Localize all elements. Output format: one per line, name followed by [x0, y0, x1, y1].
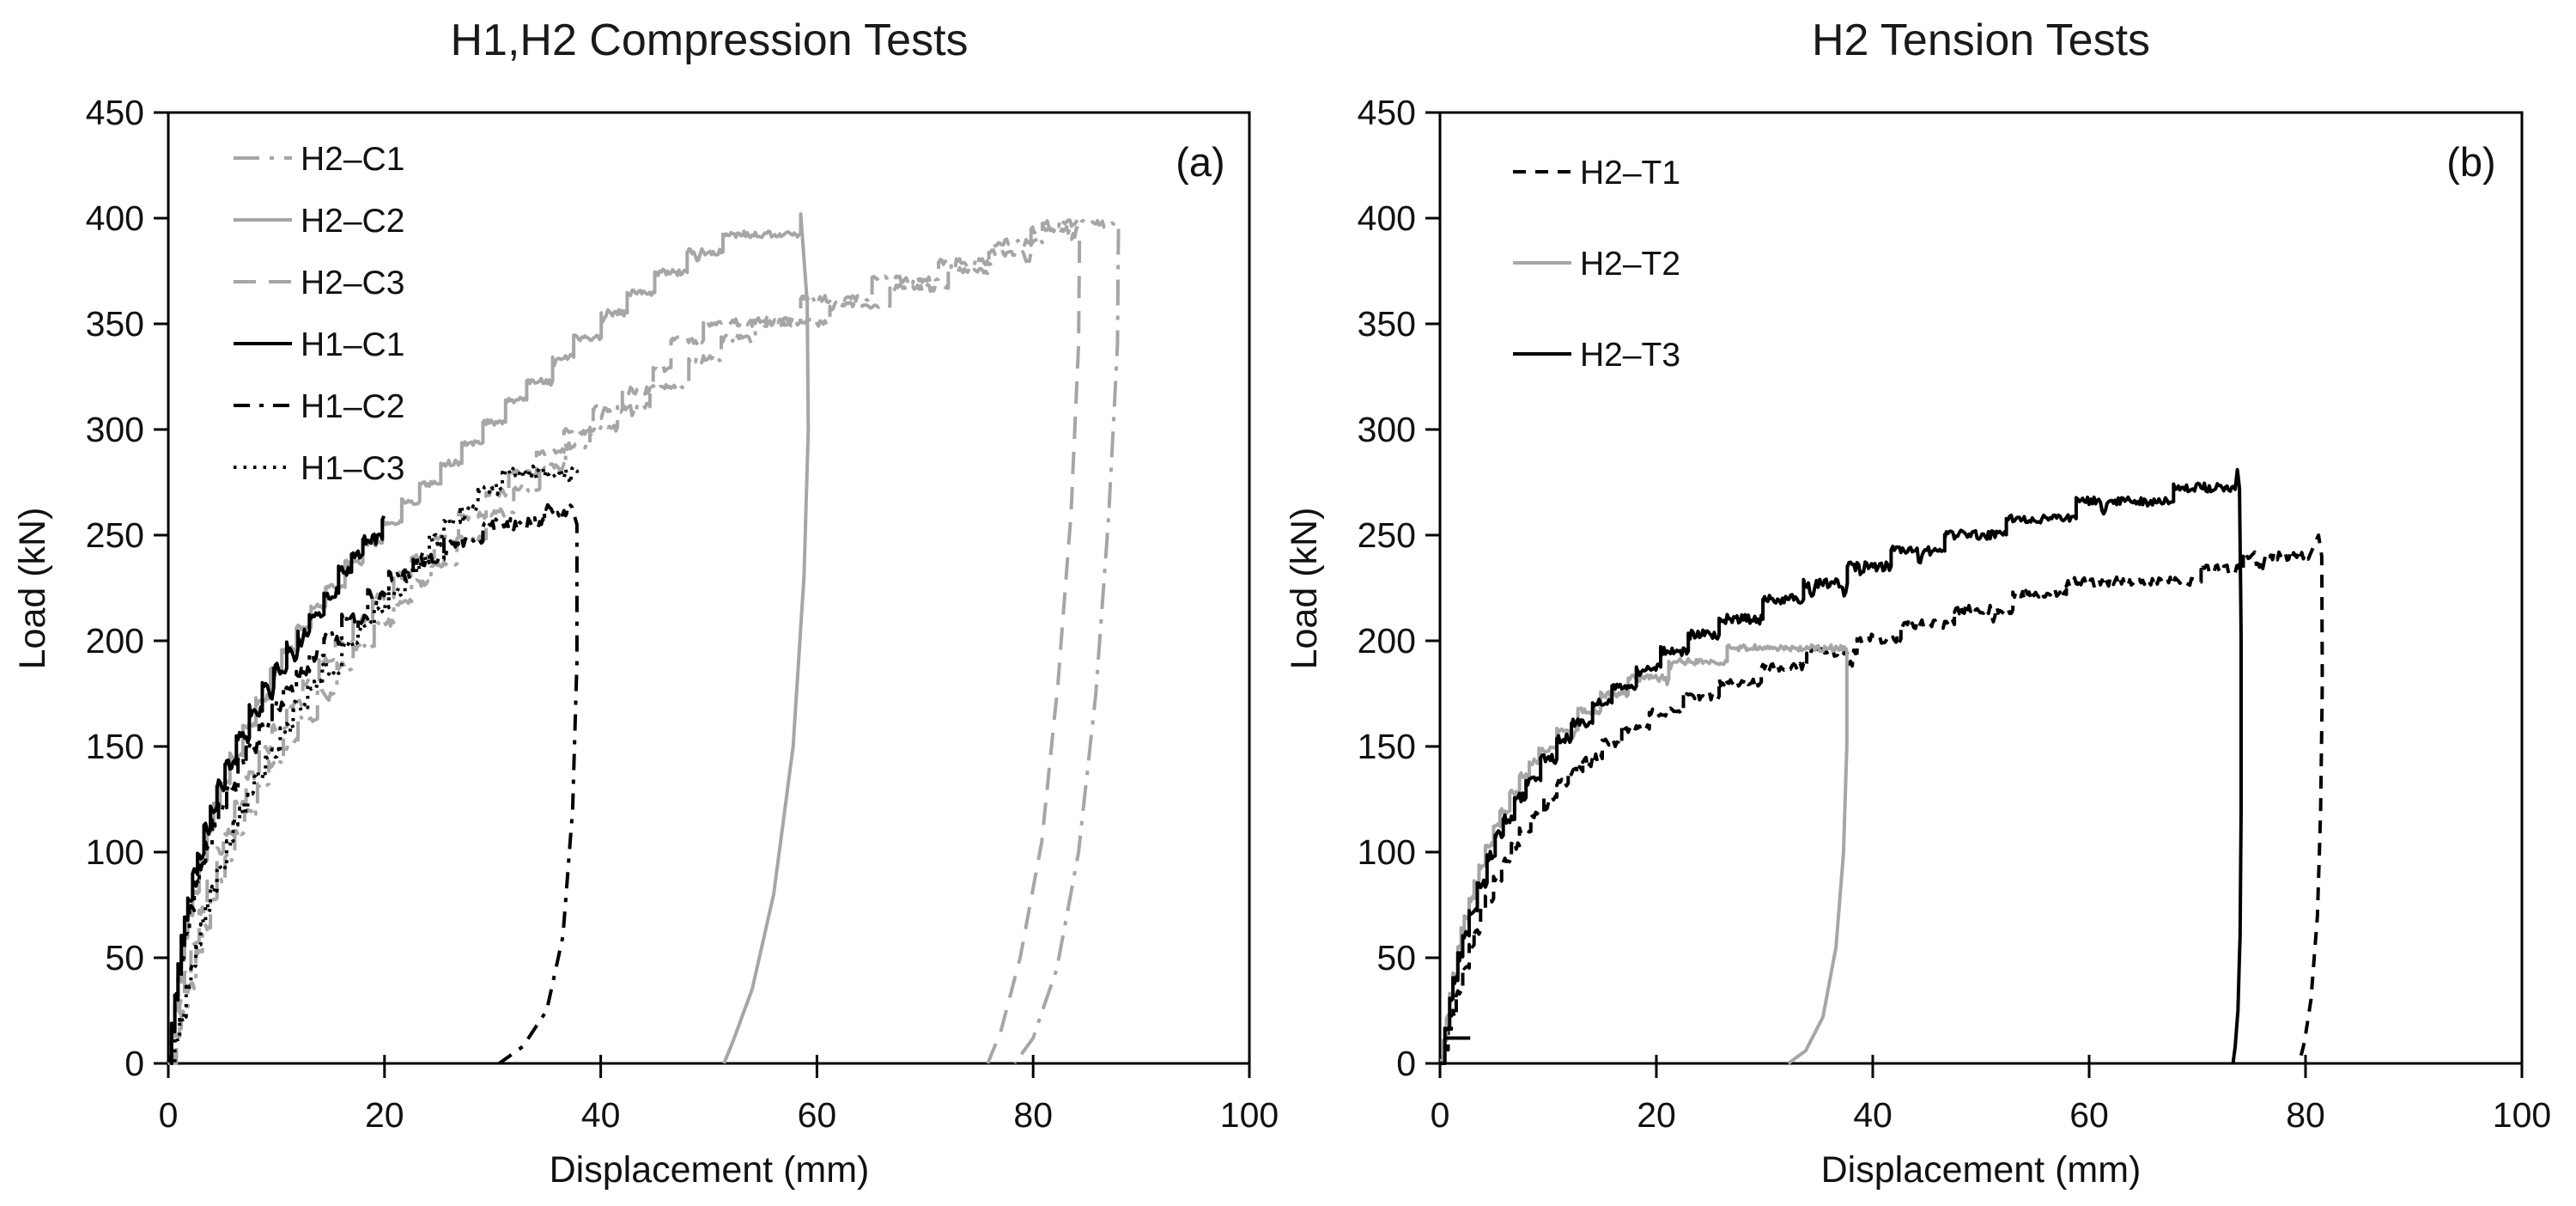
y-tick-label: 100: [86, 832, 144, 872]
tension-chart-title: H2 Tension Tests: [1812, 15, 2150, 65]
legend-item-H2–T2: H2–T2: [1513, 246, 1680, 283]
compression-chart-title: H1,H2 Compression Tests: [450, 15, 968, 65]
x-tick-label: 0: [159, 1095, 179, 1135]
x-tick-label: 20: [1637, 1095, 1676, 1135]
legend-label: H1–C1: [301, 326, 404, 363]
x-tick-label: 100: [2493, 1095, 2551, 1135]
x-tick-label: 80: [2286, 1095, 2325, 1135]
legend-label: H2–C1: [301, 141, 404, 178]
compression-plot-border: [167, 111, 1251, 1065]
series-line-H1–C2: [167, 502, 579, 1065]
y-tick-label: 0: [125, 1044, 144, 1083]
legend-label: H1–C2: [301, 388, 404, 425]
legend-item-H2–C1: H2–C1: [234, 141, 404, 178]
compression-series-lines: [167, 212, 1121, 1065]
tension-x-ticks: 0 20 40 60 80 100: [1431, 1055, 2551, 1135]
legend-item-H2–C3: H2–C3: [234, 265, 404, 302]
series-line-H2–C1: [167, 218, 1121, 1065]
tension-y-ticks: 0 50 100 150 200 250 300 350 400 450: [1358, 93, 1440, 1083]
legend-item-H2–T3: H2–T3: [1513, 337, 1680, 374]
tension-series-lines: [1438, 467, 2324, 1065]
tension-y-axis-title: Load (kN): [1284, 508, 1325, 670]
x-tick-label: 80: [1013, 1095, 1053, 1135]
y-tick-label: 450: [86, 93, 144, 132]
y-tick-label: 450: [1358, 93, 1416, 132]
series-line-H2–T2: [1439, 643, 1849, 1065]
y-tick-label: 300: [86, 410, 144, 449]
legend-item-H1–C1: H1–C1: [234, 326, 404, 363]
x-tick-label: 100: [1220, 1095, 1279, 1135]
legend-label: H2–T1: [1580, 155, 1680, 192]
tension-panel-label: (b): [2446, 139, 2495, 185]
y-tick-label: 250: [1358, 515, 1416, 555]
y-tick-label: 200: [86, 621, 144, 661]
compression-chart: H1,H2 Compression Tests (a) Displacement…: [12, 15, 1279, 1191]
y-tick-label: 0: [1396, 1044, 1416, 1083]
x-tick-label: 20: [365, 1095, 404, 1135]
y-tick-label: 350: [1358, 304, 1416, 344]
series-line-H1–C1: [167, 515, 386, 1065]
y-tick-label: 400: [86, 198, 144, 238]
legend-item-H2–C2: H2–C2: [234, 203, 404, 240]
compression-x-ticks: 0 20 40 60 80 100: [159, 1055, 1279, 1135]
y-tick-label: 350: [86, 304, 144, 344]
y-tick-label: 300: [1358, 410, 1416, 449]
series-line-H2–T3: [1439, 467, 2243, 1065]
y-tick-label: 150: [1358, 727, 1416, 766]
legend-label: H2–C3: [301, 265, 404, 302]
x-tick-label: 40: [1853, 1095, 1893, 1135]
legend-label: H1–C3: [301, 450, 404, 487]
tension-chart: H2 Tension Tests (b) Displacement (mm) L…: [1284, 15, 2551, 1191]
x-tick-label: 60: [798, 1095, 837, 1135]
y-tick-label: 250: [86, 515, 144, 555]
y-tick-label: 50: [105, 938, 144, 978]
compression-legend: H2–C1 H2–C2 H2–C3 H1–C1 H1–C2 H1–C3: [234, 141, 404, 487]
tension-x-axis-title: Displacement (mm): [1821, 1149, 2142, 1191]
series-line-H2–C3: [167, 224, 1082, 1065]
tension-plot-border: [1438, 111, 2524, 1065]
compression-y-ticks: 0 50 100 150 200 250 300 350 400 450: [86, 93, 168, 1083]
legend-label: H2–T3: [1580, 337, 1680, 374]
x-tick-label: 0: [1431, 1095, 1450, 1135]
legend-label: H2–T2: [1580, 246, 1680, 283]
compression-x-axis-title: Displacement (mm): [550, 1149, 870, 1191]
series-line-H2–T1: [1438, 533, 2324, 1065]
series-line-H1–C3: [167, 464, 580, 1065]
legend-item-H2–T1: H2–T1: [1513, 155, 1680, 192]
y-tick-label: 150: [86, 727, 144, 766]
compression-panel-label: (a): [1176, 139, 1224, 185]
x-tick-label: 40: [581, 1095, 621, 1135]
y-tick-label: 200: [1358, 621, 1416, 661]
legend-item-H1–C2: H1–C2: [234, 388, 404, 425]
tension-legend: H2–T1 H2–T2 H2–T3: [1513, 155, 1680, 374]
series-line-H2–C2: [167, 212, 811, 1065]
y-tick-label: 100: [1358, 832, 1416, 872]
legend-label: H2–C2: [301, 203, 404, 240]
y-tick-label: 50: [1376, 938, 1416, 978]
compression-y-axis-title: Load (kN): [12, 508, 53, 670]
y-tick-label: 400: [1358, 198, 1416, 238]
legend-item-H1–C3: H1–C3: [234, 450, 404, 487]
x-tick-label: 60: [2069, 1095, 2109, 1135]
